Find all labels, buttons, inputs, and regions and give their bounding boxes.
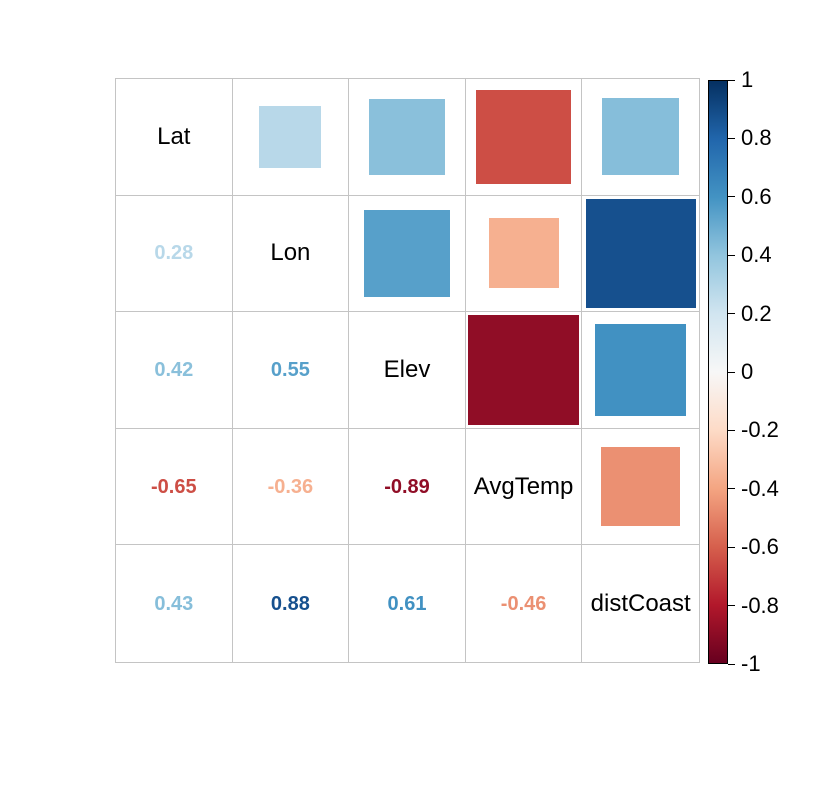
correlation-value: -0.65 [151,475,197,498]
colorbar-tick-mark [728,371,735,373]
matrix-cell-AvgTemp-AvgTemp: AvgTemp [465,428,583,546]
colorbar-tick-mark [728,546,735,548]
correlation-square [488,218,559,289]
colorbar-tick-label: 1 [741,67,754,92]
correlation-value: 0.55 [270,358,310,381]
matrix-cell-distCoast-distCoast: distCoast [582,545,699,662]
colorbar-tick-label: -0.6 [741,534,779,560]
colorbar-tick-label: -0.4 [741,475,779,501]
correlation-square [468,314,579,426]
correlation-square [363,210,451,297]
colorbar-tick-mark [728,663,735,665]
colorbar-tick-mark [728,79,735,81]
correlation-value: -0.36 [267,475,314,498]
colorbar-tick-label: 0.8 [741,125,772,151]
colorbar-tick-mark [728,254,735,256]
matrix-cell-distCoast-Lat: 0.43 [116,545,233,662]
colorbar-tick-mark [728,605,735,607]
matrix-cell-Elev-AvgTemp [465,312,583,429]
matrix-cell-AvgTemp-distCoast [582,429,699,546]
diagonal-variable-label: distCoast [590,589,691,617]
matrix-cell-Lon-Lon: Lon [232,195,350,313]
matrix-cell-Lat-AvgTemp [465,79,583,196]
matrix-cell-Lat-Elev [349,79,466,196]
colorbar-tick-label: 0.6 [741,183,772,209]
matrix-cell-AvgTemp-Lat: -0.65 [116,428,233,546]
matrix-cell-Lon-Elev [349,195,466,313]
colorbar-tick-label: -1 [741,651,761,676]
correlation-square [476,89,571,184]
correlation-value: 0.28 [154,242,194,265]
correlation-value: -0.46 [500,592,547,615]
colorbar-tick-mark [728,137,735,139]
diagonal-variable-label: AvgTemp [473,472,574,500]
diagonal-variable-label: Lon [270,239,311,267]
matrix-cell-Lat-distCoast [582,79,699,196]
colorbar-tick-label: -0.8 [741,592,779,618]
colorbar-ticks: 1 0.8 0.6 0.4 0.2 0 -0.2 -0.4 -0.6 -0.8 -1 [708,69,788,675]
colorbar-tick-mark [728,488,735,490]
correlation-value: 0.42 [154,358,194,381]
matrix-cell-Lon-AvgTemp [465,195,583,313]
correlation-square [602,98,680,176]
matrix-cell-distCoast-Lon: 0.88 [233,545,350,662]
colorbar-tick-mark [728,429,735,431]
matrix-cell-AvgTemp-Lon: -0.36 [232,428,350,546]
correlation-square [369,98,445,175]
correlation-square [585,198,696,309]
colorbar-tick-label: -0.2 [741,417,779,443]
matrix-cell-Lon-distCoast [582,196,699,313]
diagonal-variable-label: Lat [157,122,191,150]
matrix-cell-Lat-Lon [232,79,350,196]
matrix-cell-distCoast-AvgTemp: -0.46 [466,545,583,662]
correlation-value: 0.61 [387,592,427,615]
correlation-value: 0.43 [154,592,194,615]
colorbar [708,80,728,664]
diagonal-variable-label: Elev [383,355,431,383]
correlation-value: 0.88 [270,592,310,615]
matrix-cell-Lon-Lat: 0.28 [116,195,233,313]
matrix-cell-distCoast-Elev: 0.61 [349,545,466,662]
colorbar-tick-label: 0.2 [741,300,772,326]
matrix-cell-Elev-Lon: 0.55 [232,312,350,429]
colorbar-tick-label: 0 [741,359,754,384]
matrix-cell-Elev-Elev: Elev [349,312,466,429]
correlation-square [595,324,687,416]
correlation-matrix: Lat 0.28 Lon 0.42 0.55 Elev -0.65 -0.36 -0.89 Avg… [115,78,700,663]
colorbar-tick-mark [728,196,735,198]
colorbar-tick-mark [728,313,735,315]
matrix-cell-Lat-Lat: Lat [116,79,233,196]
matrix-cell-AvgTemp-Elev: -0.89 [349,428,466,546]
matrix-cell-Elev-Lat: 0.42 [116,312,233,429]
matrix-cell-Elev-distCoast [582,312,699,429]
correlation-square [259,105,322,168]
correlation-value: -0.89 [384,475,430,498]
colorbar-tick-label: 0.4 [741,242,772,268]
correlation-square [601,446,681,527]
